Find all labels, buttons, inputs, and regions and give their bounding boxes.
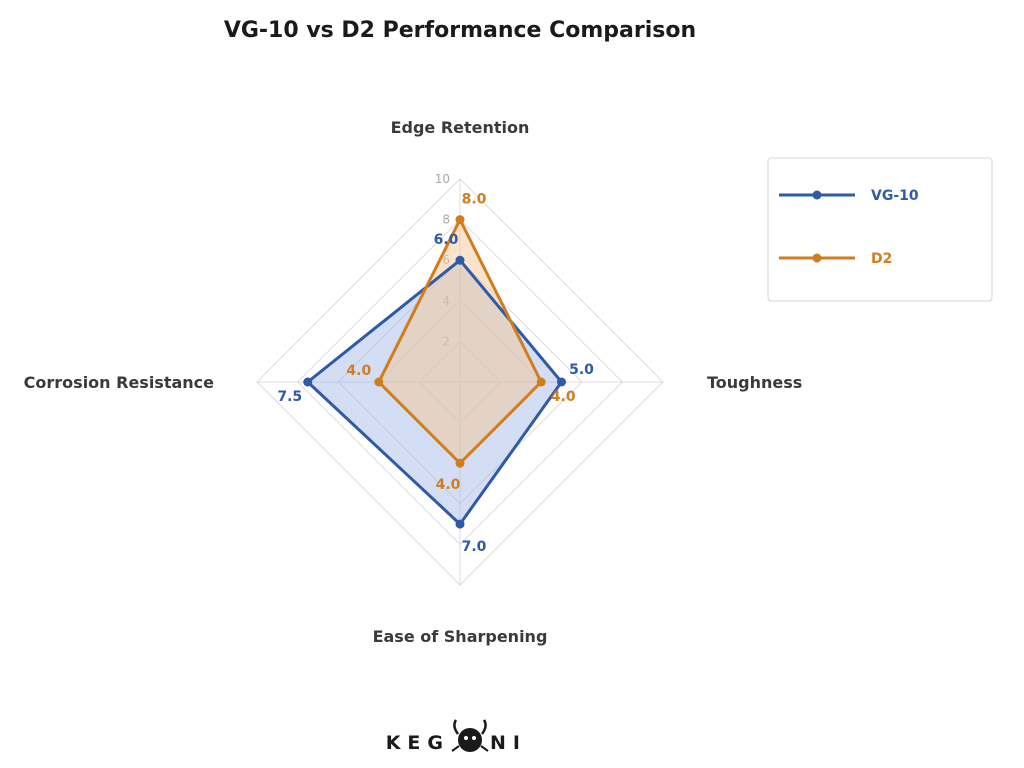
legend-marker-vg10 <box>812 190 822 200</box>
legend-box <box>767 157 993 302</box>
legend: VG-10 D2 <box>767 157 993 302</box>
crab-icon <box>451 719 489 752</box>
value-label-d2-0: 8.0 <box>462 192 487 208</box>
tick-label-8: 8 <box>442 213 450 227</box>
point-d2-3 <box>374 377 384 387</box>
point-d2-2 <box>455 458 465 468</box>
legend-label-vg10: VG-10 <box>871 188 919 204</box>
axis-label-toughness: Toughness <box>707 373 802 392</box>
value-label-vg10-2: 7.0 <box>462 539 487 555</box>
point-d2-1 <box>536 377 546 387</box>
value-label-d2-1: 4.0 <box>551 389 576 405</box>
series-area-d2 <box>378 219 542 464</box>
value-label-vg10-1: 5.0 <box>569 362 594 378</box>
brand-logo: KEG NI <box>386 719 527 754</box>
tick-label-10: 10 <box>435 172 450 186</box>
logo-text-left: KEG <box>386 732 450 754</box>
axis-label-ease-of-sharpening: Ease of Sharpening <box>373 627 548 646</box>
value-label-d2-3: 4.0 <box>346 363 371 379</box>
series-layer: 6.0 5.0 7.0 7.5 8.0 4.0 4.0 4.0 <box>277 192 594 555</box>
axis-label-corrosion-resistance: Corrosion Resistance <box>24 373 214 392</box>
logo-text-right: NI <box>490 732 527 754</box>
point-vg10-0 <box>455 255 465 265</box>
point-vg10-2 <box>455 519 465 529</box>
axis-label-edge-retention: Edge Retention <box>391 118 530 137</box>
value-label-vg10-0: 6.0 <box>434 232 459 248</box>
chart-title: VG-10 vs D2 Performance Comparison <box>224 18 696 43</box>
value-label-d2-2: 4.0 <box>436 477 461 493</box>
legend-label-d2: D2 <box>871 251 892 267</box>
point-vg10-3 <box>303 377 313 387</box>
value-label-vg10-3: 7.5 <box>277 389 302 405</box>
point-vg10-1 <box>557 377 566 387</box>
legend-marker-d2 <box>812 253 822 263</box>
point-d2-0 <box>455 215 465 225</box>
